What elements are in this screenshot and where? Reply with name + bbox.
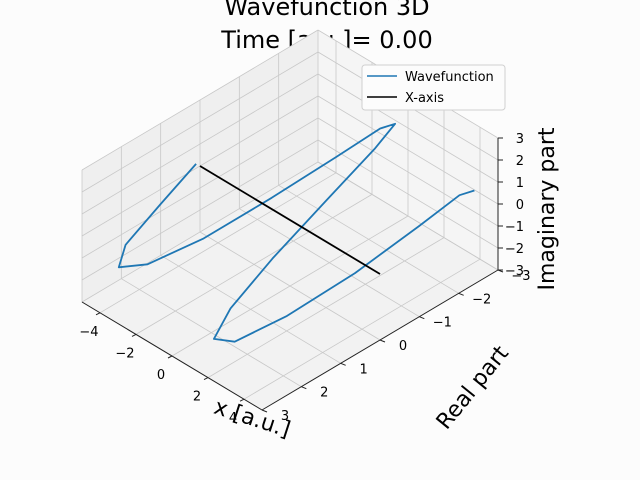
legend-label-x-axis: X-axis (405, 91, 444, 106)
y-tick (379, 339, 386, 343)
y-tick-label: 0 (399, 339, 407, 354)
x-tick (167, 355, 173, 359)
grid-line (317, 73, 499, 183)
grid-line (121, 278, 302, 388)
x-tick-label: 2 (193, 390, 201, 405)
x-tick-label: −2 (115, 346, 134, 361)
x-tick-label: 0 (157, 368, 165, 383)
grid-line (317, 95, 499, 205)
grid-line (317, 161, 499, 271)
z-tick-label: −2 (505, 242, 524, 257)
chart-title: Wavefunction 3D (224, 0, 429, 21)
grid-line (317, 117, 499, 227)
legend-frame (361, 64, 506, 111)
grid-line (81, 51, 319, 193)
grid-line (81, 29, 319, 171)
z-tick-label: 1 (516, 176, 524, 191)
z-tick-label: −1 (505, 220, 524, 235)
y-tick (419, 316, 425, 320)
y-tick-label: −2 (472, 292, 491, 307)
grid-line (278, 184, 459, 294)
z-tick-label: 3 (516, 132, 524, 147)
x-tick-label: 4 (229, 411, 237, 426)
grid-line (81, 117, 319, 259)
y-tick-label: 1 (360, 362, 368, 377)
y-tick-label: 3 (281, 409, 289, 424)
x-tick (131, 333, 137, 337)
x-tick (203, 377, 209, 381)
x-tick (239, 398, 245, 402)
axes-grid (81, 29, 499, 411)
y-tick-label: −3 (511, 269, 530, 284)
grid-line (239, 208, 420, 318)
grid-line (160, 254, 341, 364)
y-tick-label: 2 (320, 386, 328, 401)
grid-line (317, 139, 499, 249)
z-tick-label: −3 (505, 264, 524, 279)
y-tick (458, 292, 464, 296)
series-line-0 (117, 122, 475, 343)
y-axis-label: Real part (432, 341, 514, 434)
z-tick-label: 0 (516, 198, 524, 213)
y-tick (261, 409, 268, 413)
z-tick-label: 2 (516, 154, 524, 169)
x-tick (95, 312, 101, 316)
grid-line (199, 231, 381, 341)
y-tick (340, 362, 346, 366)
y-tick-label: −1 (433, 316, 452, 331)
chart-series (117, 122, 475, 343)
x-tick-label: −4 (79, 325, 98, 340)
grid-line (81, 161, 319, 303)
legend: Wavefunction X-axis (361, 64, 506, 111)
y-tick (301, 386, 307, 390)
series-line-1 (199, 165, 381, 275)
z-axis-label: Imaginary part (535, 127, 560, 290)
axes-ticks: −4 −2 0 2 4 −3 −2 −1 0 1 2 3 −3 −2 −1 0 1 2 3 (79, 132, 530, 426)
grid-line (81, 73, 319, 215)
legend-label-wavefunction: Wavefunction (405, 70, 494, 85)
